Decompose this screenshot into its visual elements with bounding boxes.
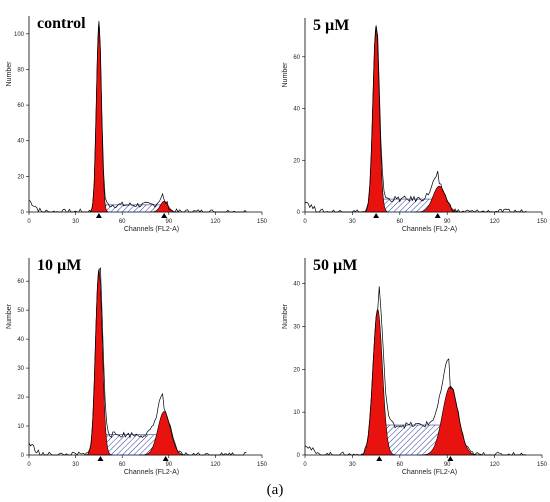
raw-histogram-line <box>28 267 247 456</box>
raw-histogram-line <box>304 27 527 213</box>
y-tick-label: 20 <box>17 174 24 180</box>
panel-4: 0 30 60 90 120 150 0 10 20 30 40 Channels (FL2-A) Nu… <box>282 257 548 476</box>
x-tick-label: 60 <box>396 219 403 225</box>
y-tick-label: 40 <box>17 139 24 145</box>
y-tick-label: 40 <box>17 337 24 343</box>
x-tick-label: 30 <box>72 462 79 468</box>
g1-peak <box>363 24 389 213</box>
x-tick-label: 150 <box>537 462 548 468</box>
y-tick-label: 20 <box>293 158 300 164</box>
raw-histogram-line <box>304 286 527 456</box>
raw-histogram-line <box>28 20 247 213</box>
x-tick-label: 30 <box>349 462 356 468</box>
x-tick-label: 0 <box>303 219 307 225</box>
x-tick-label: 30 <box>349 219 356 225</box>
x-axis-label: Channels (FL2-A) <box>124 226 179 233</box>
y-axis-label: Number <box>6 61 13 87</box>
x-tick-label: 150 <box>537 219 548 225</box>
y-tick-label: 40 <box>293 282 300 288</box>
x-tick-label: 60 <box>396 462 403 468</box>
y-tick-label: 30 <box>17 366 24 372</box>
peak-marker <box>97 456 104 461</box>
x-tick-label: 90 <box>165 219 172 225</box>
y-tick-label: 10 <box>293 410 300 416</box>
x-tick-label: 120 <box>490 462 501 468</box>
x-tick-label: 60 <box>119 219 126 225</box>
y-tick-label: 60 <box>17 279 24 285</box>
x-tick-label: 0 <box>27 219 31 225</box>
y-axis-label: Number <box>6 303 13 329</box>
panel-title: 50 µM <box>313 257 357 274</box>
x-tick-label: 0 <box>303 462 307 468</box>
x-tick-label: 120 <box>210 462 221 468</box>
x-axis-label: Channels (FL2-A) <box>402 469 457 476</box>
x-tick-label: 0 <box>27 462 31 468</box>
y-tick-label: 20 <box>17 395 24 401</box>
y-tick-label: 0 <box>21 453 25 459</box>
y-tick-label: 60 <box>17 103 24 109</box>
y-tick-label: 0 <box>297 453 301 459</box>
x-tick-label: 90 <box>444 219 451 225</box>
peak-marker <box>162 456 169 461</box>
peak-marker <box>434 213 441 218</box>
peak-marker <box>447 456 454 461</box>
y-tick-label: 20 <box>293 367 300 373</box>
g2m-peak <box>139 411 189 456</box>
x-tick-label: 90 <box>444 462 451 468</box>
x-tick-label: 90 <box>165 462 172 468</box>
x-axis-label: Channels (FL2-A) <box>124 469 179 476</box>
y-tick-label: 30 <box>293 325 300 331</box>
x-axis-label: Channels (FL2-A) <box>402 226 457 233</box>
y-tick-label: 60 <box>293 55 300 61</box>
y-tick-label: 100 <box>14 32 25 38</box>
x-tick-label: 120 <box>210 219 221 225</box>
figure-caption: (a) <box>267 482 284 498</box>
x-tick-label: 120 <box>490 219 501 225</box>
peak-marker <box>373 213 380 218</box>
panel-title: 5 µM <box>313 17 349 34</box>
panel-title: 10 µM <box>37 257 81 274</box>
y-axis-label: Number <box>282 62 289 88</box>
y-tick-label: 80 <box>17 67 24 73</box>
y-tick-label: 0 <box>21 210 25 216</box>
x-tick-label: 30 <box>72 219 79 225</box>
peak-marker <box>161 213 168 218</box>
panel-title: control <box>37 15 86 32</box>
g1-peak <box>88 22 109 213</box>
y-axis-label: Number <box>282 303 289 329</box>
x-tick-label: 150 <box>257 219 268 225</box>
y-tick-label: 50 <box>17 308 24 314</box>
y-tick-label: 0 <box>297 210 301 216</box>
panel-1: 0 30 60 90 120 150 0 20 40 60 80 100 Channels (FL2-A… <box>6 15 268 233</box>
g1-peak <box>85 268 113 456</box>
x-tick-label: 150 <box>257 462 268 468</box>
y-tick-label: 40 <box>293 107 300 113</box>
x-tick-label: 60 <box>119 462 126 468</box>
y-tick-label: 10 <box>17 424 24 430</box>
peak-marker <box>95 213 102 218</box>
peak-marker <box>376 456 383 461</box>
